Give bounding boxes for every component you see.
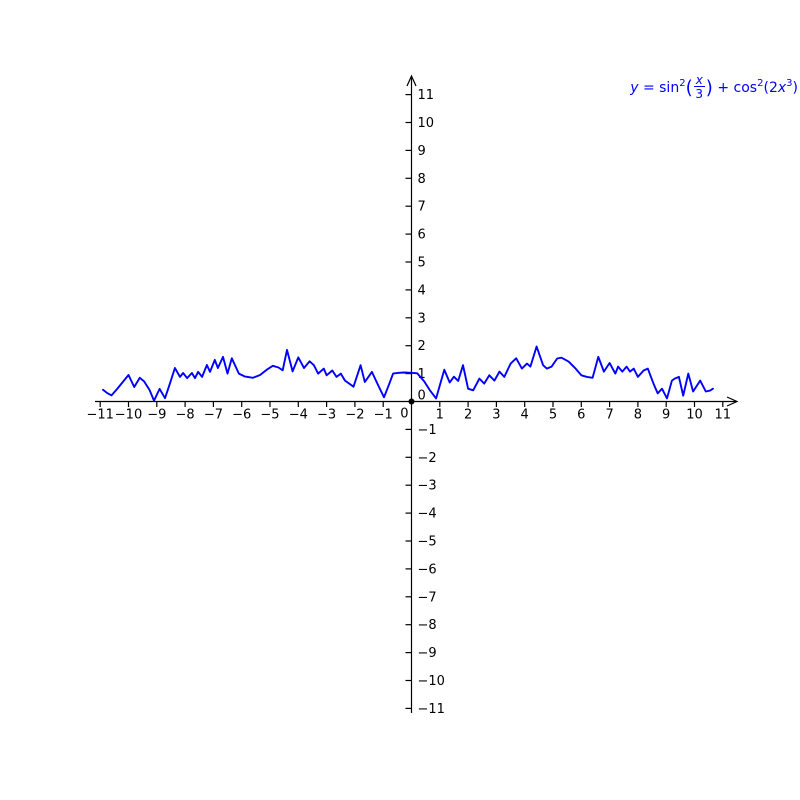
x-tick-label-10: 10 [686,408,703,423]
y-tick-label-4: 4 [418,283,426,298]
x-tick-label--11: −11 [86,408,113,423]
formula-part: + [712,80,734,96]
y-tick-label--1: −1 [418,423,437,438]
formula-part: 3 [695,87,704,101]
function-curve [102,345,714,402]
origin-dot [408,398,415,405]
function-label: y = sin2(x 3) + cos2(2x3) [630,74,798,100]
y-tick-label--8: −8 [418,618,437,633]
x-tick-label-4: 4 [521,408,529,423]
y-tick-label-5: 5 [418,256,426,271]
y-tick-label-8: 8 [418,172,426,187]
y-tick-label--7: −7 [418,590,437,605]
formula-part: 2 [757,78,764,89]
y-tick-label--4: −4 [418,507,437,522]
x-tick-label--5: −5 [260,408,279,423]
x-tick-label-9: 9 [662,408,670,423]
x-tick-label-2: 2 [464,408,472,423]
formula-part: x [693,73,705,87]
x-tick-label--6: −6 [232,408,251,423]
x-tick-label-3: 3 [492,408,500,423]
x-tick-label--10: −10 [115,408,142,423]
x-axis-arrowhead [726,396,739,407]
formula-part: 3 [786,78,793,89]
y-tick-label-9: 9 [418,144,426,159]
x-tick-label-1: 1 [436,408,444,423]
y-tick-label--5: −5 [418,535,437,550]
formula-part: x [777,80,787,96]
y-tick-label-3: 3 [418,311,426,326]
x-tick-label--4: −4 [289,408,308,423]
y-tick-label-10: 10 [418,116,435,131]
x-tick-label--1: −1 [374,408,393,423]
formula-part: ) [792,80,798,96]
formula-part: y [630,80,639,96]
x-tick-label--3: −3 [317,408,336,423]
x-tick-label-7: 7 [605,408,613,423]
x-tick-label--2: −2 [345,408,364,423]
formula-part: ) [705,78,713,99]
y-tick-label--9: −9 [418,646,437,661]
y-tick-label-1: 1 [418,367,426,382]
formula-part: cos [733,80,758,96]
x-tick-label--7: −7 [204,408,223,423]
y-tick-label--11: −11 [418,702,445,717]
formula-part: = [638,80,660,96]
x-tick-label-6: 6 [577,408,585,423]
x-tick-label-8: 8 [634,408,642,423]
formula-part: (2 [763,80,778,96]
x-origin-label: 0 [400,407,408,422]
y-origin-label: 0 [418,389,426,404]
x-tick-label--9: −9 [147,408,166,423]
y-tick-label-2: 2 [418,339,426,354]
y-axis-arrowhead [406,74,417,87]
y-tick-label--2: −2 [418,451,437,466]
y-tick-label-7: 7 [418,200,426,215]
y-tick-label--10: −10 [418,674,445,689]
y-tick-label-11: 11 [418,88,435,103]
x-tick-label-5: 5 [549,408,557,423]
formula-part: sin [659,80,680,96]
y-tick-label-6: 6 [418,228,426,243]
y-tick-label--6: −6 [418,562,437,577]
formula-part: ( [685,78,693,99]
y-tick-label--3: −3 [418,479,437,494]
x-tick-label-11: 11 [715,408,732,423]
formula-part: 2 [679,78,686,89]
x-tick-label--8: −8 [176,408,195,423]
